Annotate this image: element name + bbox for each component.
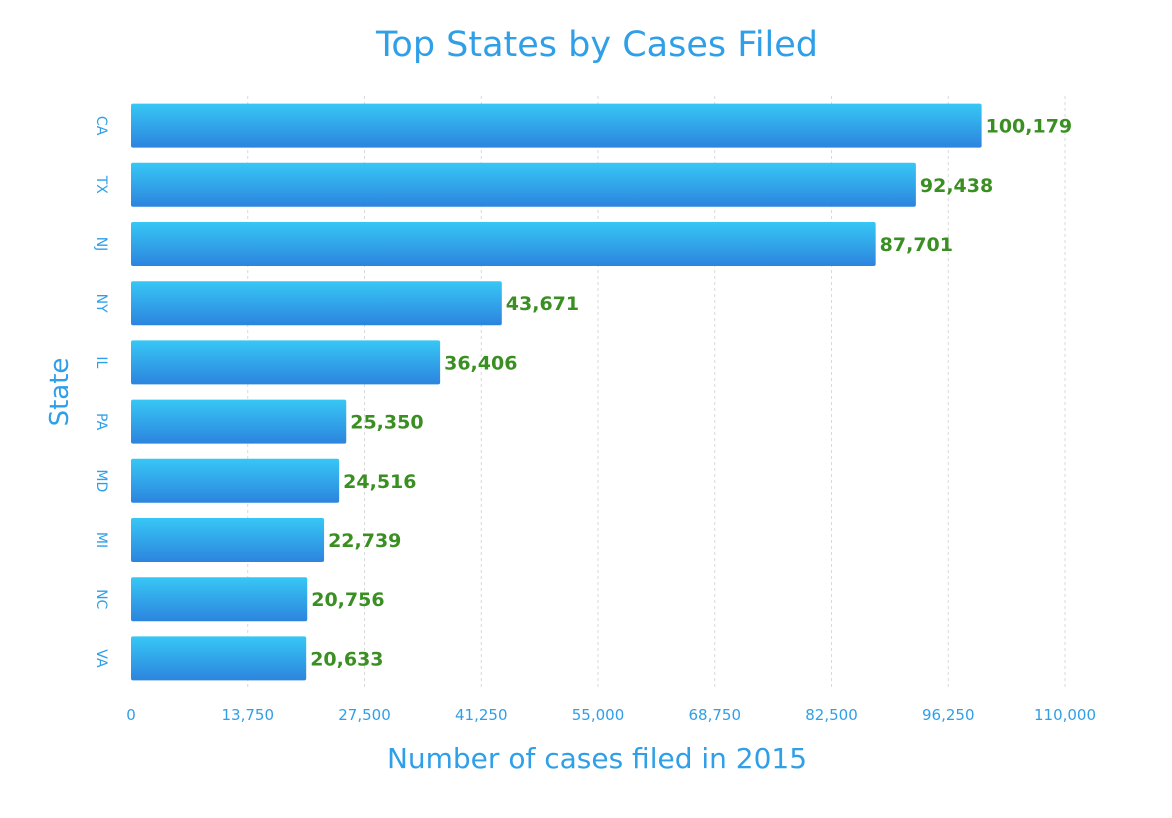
y-tick-label: NC	[93, 589, 109, 609]
x-axis-label: Number of cases filed in 2015	[387, 742, 807, 775]
chart-title: Top States by Cases Filed	[375, 25, 818, 65]
x-tick-label: 13,750	[222, 706, 275, 724]
bars	[131, 103, 982, 681]
bar	[131, 636, 307, 681]
value-label: 25,350	[350, 412, 423, 434]
x-tick-label: 82,500	[805, 706, 858, 724]
value-labels: 100,179 92,438 87,701 43,671 36,406 25,350 24,…	[310, 116, 1072, 671]
y-tick-label: MD	[93, 469, 109, 492]
value-label: 100,179	[986, 116, 1073, 138]
y-tick-label: PA	[93, 413, 109, 431]
bar	[131, 162, 916, 207]
x-tick-label: 27,500	[338, 706, 391, 724]
y-tick-label: IL	[93, 356, 109, 368]
y-tick-label: VA	[93, 649, 109, 668]
y-tick-label: NY	[93, 294, 109, 313]
value-label: 87,701	[880, 234, 953, 256]
bar	[131, 518, 325, 562]
value-label: 22,739	[328, 530, 401, 552]
y-axis-label: State	[45, 358, 75, 427]
x-tick-label: 110,000	[1034, 706, 1096, 724]
x-tick-label: 96,250	[922, 706, 975, 724]
bar	[131, 577, 308, 622]
bar	[131, 340, 441, 385]
bar	[131, 281, 502, 326]
y-tick-label: MI	[93, 532, 109, 548]
y-tick-label: CA	[93, 116, 109, 136]
value-label: 20,756	[311, 589, 384, 611]
x-tick-label: 68,750	[689, 706, 742, 724]
x-tick-label: 0	[126, 706, 136, 724]
x-tick-label: 55,000	[572, 706, 625, 724]
y-axis-ticks: CA TX NJ NY IL PA MD MI NC VA	[93, 116, 109, 668]
value-label: 92,438	[920, 175, 993, 197]
bar	[131, 458, 340, 503]
bar	[131, 222, 876, 266]
value-label: 43,671	[506, 293, 579, 315]
bar	[131, 103, 982, 148]
x-tick-label: 41,250	[455, 706, 508, 724]
value-label: 20,633	[310, 648, 383, 670]
value-label: 24,516	[343, 471, 416, 493]
bar	[131, 399, 347, 444]
value-label: 36,406	[444, 352, 517, 374]
y-tick-label: NJ	[93, 237, 109, 252]
y-tick-label: TX	[93, 175, 109, 195]
x-axis-ticks: 0 13,750 27,500 41,250 55,000 68,750 82,500 96,…	[126, 706, 1096, 724]
